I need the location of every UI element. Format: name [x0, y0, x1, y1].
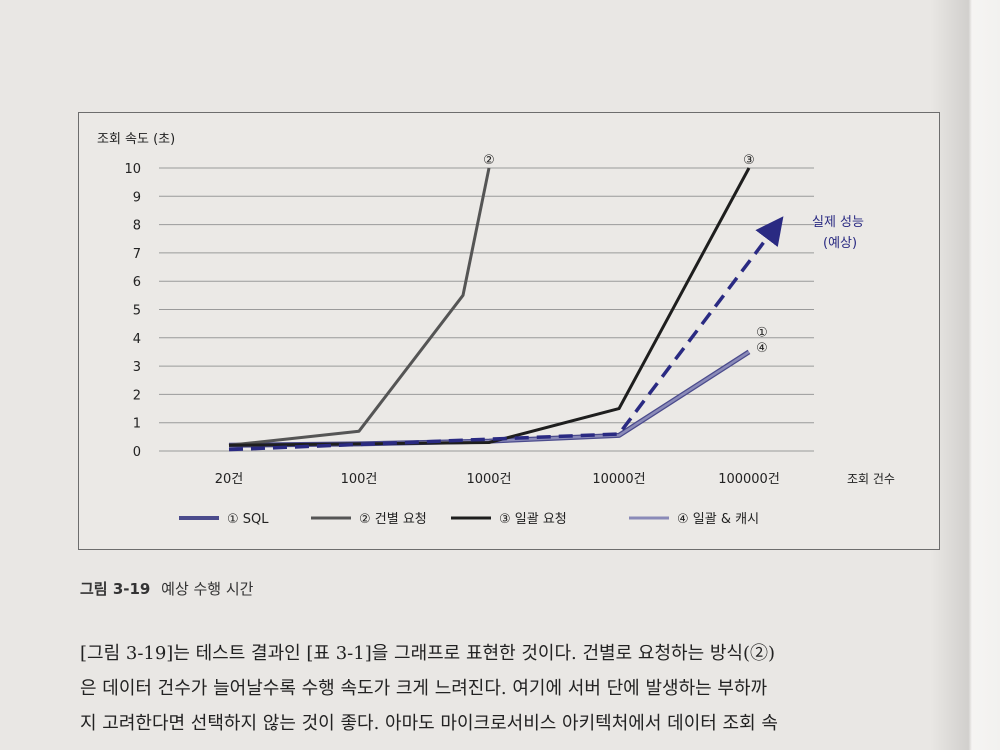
x-tick-label: 20건 [215, 472, 244, 487]
y-tick-label: 2 [133, 388, 141, 403]
body-line-2: 은 데이터 건수가 늘어날수록 수행 속도가 크게 느려진다. 여기에 서버 단… [80, 678, 768, 699]
figure-number: 그림 3-19 [80, 580, 151, 598]
series-line-batch [228, 167, 751, 447]
x-axis-label: 조회 건수 [847, 472, 895, 486]
body-line-1: [그림 3-19]는 테스트 결과인 [표 3-1]을 그래프로 표현한 것이다… [80, 643, 776, 664]
actual-performance-line [228, 216, 784, 452]
legend-label-batch: ③ 일괄 요청 [499, 512, 567, 527]
y-tick-label: 3 [133, 360, 141, 375]
y-tick-label: 7 [133, 247, 141, 262]
series-marker-label: ① [756, 326, 768, 341]
x-tick-label: 10000건 [592, 472, 645, 487]
x-tick-label: 1000건 [466, 472, 511, 487]
x-tick-label: 100건 [341, 472, 378, 487]
y-tick-label: 1 [133, 417, 141, 432]
legend-label-sql: ① SQL [227, 512, 269, 527]
legend-label-batch_cache: ④ 일괄 & 캐시 [677, 512, 759, 527]
y-tick-label: 0 [133, 445, 141, 460]
y-tick-label: 8 [133, 219, 141, 234]
actual-label-line2: (예상) [823, 236, 857, 251]
series-marker-label: ④ [756, 341, 768, 356]
series-marker-label: ② [483, 153, 495, 168]
y-tick-label: 9 [133, 190, 141, 205]
page-edge-shadow [930, 0, 1000, 750]
chart-frame: 조회 속도 (초) 0 1 2 3 4 5 6 7 8 9 10 20건 100건 1000건 10000건 1… [78, 112, 940, 550]
body-paragraph: [그림 3-19]는 테스트 결과인 [표 3-1]을 그래프로 표현한 것이다… [80, 636, 940, 741]
y-axis-label: 조회 속도 (초) [97, 132, 175, 147]
figure-caption: 그림 3-19 예상 수행 시간 [80, 578, 253, 599]
y-tick-label: 4 [133, 332, 141, 347]
body-line-3: 지 고려한다면 선택하지 않는 것이 좋다. 아마도 마이크로서비스 아키텍처에… [80, 713, 778, 734]
y-tick-label: 6 [133, 275, 141, 290]
y-tick-label: 5 [133, 304, 141, 319]
y-tick-label: 10 [124, 162, 141, 177]
legend-label-single: ② 건별 요청 [359, 512, 427, 527]
figure-title: 예상 수행 시간 [161, 580, 254, 598]
line-chart: 조회 속도 (초) 0 1 2 3 4 5 6 7 8 9 10 20건 100건 1000건 10000건 1… [97, 132, 895, 527]
x-tick-label: 100000건 [718, 472, 780, 487]
actual-label-line1: 실제 성능 [812, 215, 864, 230]
series-line-single [228, 167, 491, 447]
series-marker-label: ③ [743, 153, 755, 168]
